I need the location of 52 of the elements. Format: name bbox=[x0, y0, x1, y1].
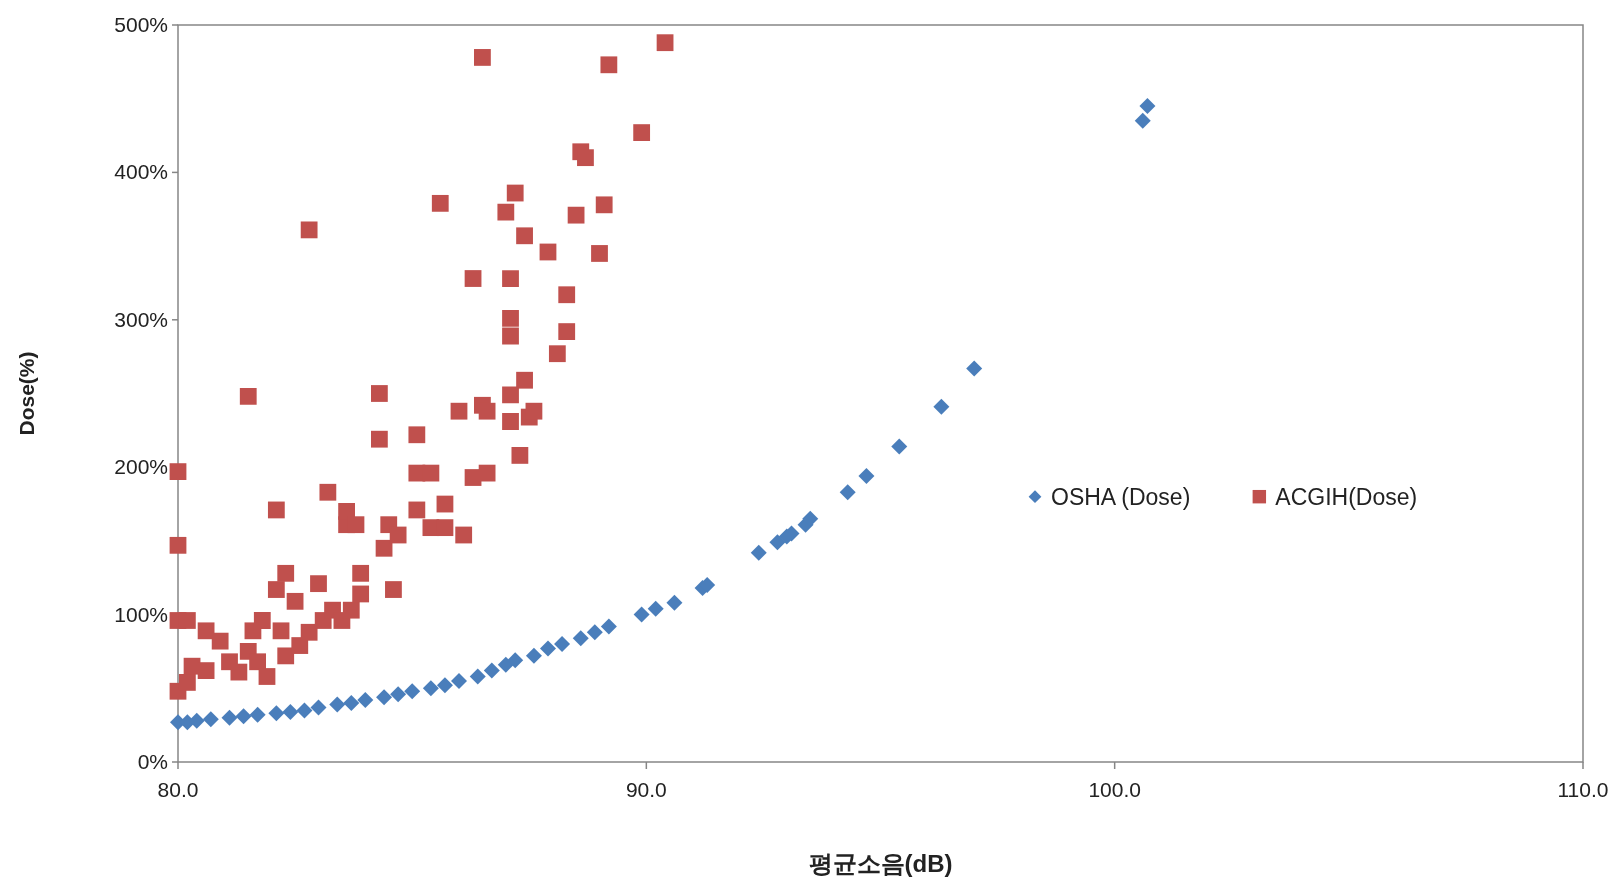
x-tick-label: 80.0 bbox=[157, 778, 199, 801]
y-axis-title: Dose(%) bbox=[15, 351, 38, 436]
y-tick-label: 100% bbox=[114, 602, 168, 626]
point bbox=[357, 692, 374, 709]
point bbox=[858, 468, 875, 485]
legend-label: OSHA (Dose) bbox=[1051, 483, 1191, 510]
point bbox=[249, 706, 266, 723]
point bbox=[586, 624, 603, 641]
y-tick-label: 300% bbox=[114, 307, 168, 331]
x-tick-label: 100.0 bbox=[1088, 778, 1141, 801]
point bbox=[839, 484, 856, 501]
point bbox=[310, 699, 327, 716]
point bbox=[1134, 112, 1151, 129]
x-axis-title: 평균소음(dB) bbox=[808, 850, 953, 877]
point bbox=[933, 398, 950, 415]
point bbox=[483, 662, 500, 679]
point bbox=[600, 618, 617, 635]
point bbox=[507, 652, 524, 669]
point bbox=[451, 672, 467, 689]
y-tick-label: 0% bbox=[137, 750, 168, 773]
point bbox=[633, 606, 650, 623]
point bbox=[268, 705, 285, 722]
point bbox=[235, 708, 252, 725]
y-tick-label: 400% bbox=[114, 160, 168, 184]
point bbox=[891, 438, 908, 455]
point bbox=[554, 636, 571, 653]
x-tick-label: 90.0 bbox=[625, 778, 667, 801]
point bbox=[202, 711, 219, 728]
x-tick-label: 110.0 bbox=[1557, 778, 1609, 801]
point bbox=[750, 544, 767, 561]
point bbox=[469, 668, 486, 685]
point bbox=[769, 534, 786, 551]
point bbox=[343, 695, 360, 712]
point bbox=[404, 683, 421, 700]
point bbox=[296, 702, 313, 719]
point bbox=[1139, 98, 1156, 115]
point bbox=[572, 630, 589, 647]
point bbox=[390, 686, 407, 703]
point bbox=[376, 689, 393, 706]
y-tick-label: 500% bbox=[114, 13, 168, 36]
legend-label: ACGIH(Dose) bbox=[1275, 483, 1418, 510]
point bbox=[525, 647, 542, 664]
y-tick-label: 200% bbox=[114, 455, 168, 479]
point bbox=[329, 696, 346, 713]
point bbox=[647, 600, 664, 617]
point bbox=[539, 640, 556, 657]
point bbox=[666, 594, 683, 611]
point bbox=[221, 709, 238, 726]
point bbox=[966, 360, 983, 377]
point bbox=[436, 677, 453, 694]
point bbox=[422, 680, 439, 697]
point bbox=[282, 703, 299, 720]
